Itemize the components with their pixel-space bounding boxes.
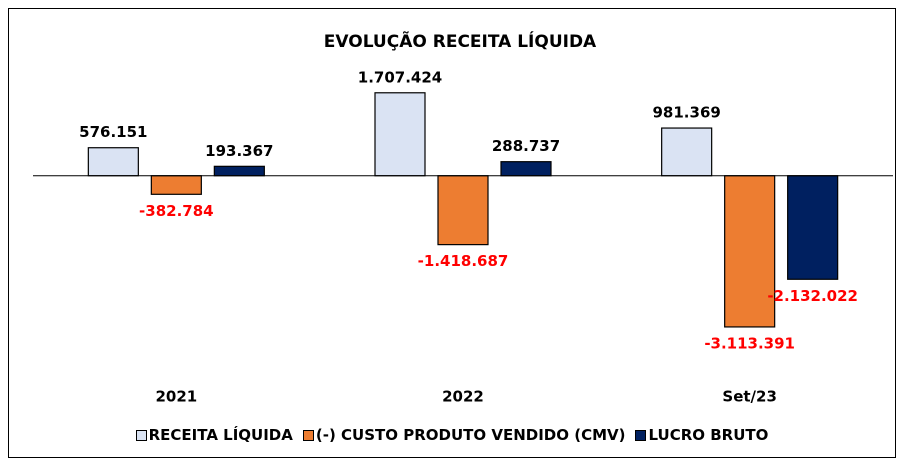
data-label: 193.367 bbox=[205, 142, 273, 160]
legend-item: LUCRO BRUTO bbox=[635, 426, 768, 444]
bar bbox=[437, 175, 489, 246]
data-label: 576.151 bbox=[79, 123, 147, 141]
x-tick-label: Set/23 bbox=[722, 388, 777, 406]
data-label: 981.369 bbox=[653, 104, 721, 122]
chart-frame bbox=[8, 8, 896, 458]
bar bbox=[661, 127, 713, 177]
legend-label: (-) CUSTO PRODUTO VENDIDO (CMV) bbox=[315, 426, 626, 444]
x-tick-label: 2021 bbox=[155, 388, 197, 406]
data-label: -382.784 bbox=[139, 202, 214, 220]
legend-label: LUCRO BRUTO bbox=[648, 426, 769, 444]
legend-item: (-) CUSTO PRODUTO VENDIDO (CMV) bbox=[302, 426, 626, 444]
legend-swatch bbox=[302, 429, 314, 441]
legend-item: RECEITA LÍQUIDA bbox=[135, 426, 293, 444]
legend: RECEITA LÍQUIDA (-) CUSTO PRODUTO VENDIDO… bbox=[0, 426, 904, 444]
bar bbox=[150, 175, 202, 195]
data-label: -1.418.687 bbox=[418, 252, 509, 270]
bar bbox=[787, 175, 839, 280]
legend-label: RECEITA LÍQUIDA bbox=[148, 426, 293, 444]
data-label: -3.113.391 bbox=[704, 334, 795, 352]
data-label: 288.737 bbox=[492, 137, 560, 155]
bar bbox=[374, 92, 426, 177]
legend-swatch bbox=[135, 429, 147, 441]
data-label: -2.132.022 bbox=[767, 287, 858, 305]
chart-title: EVOLUÇÃO RECEITA LÍQUIDA bbox=[324, 29, 597, 52]
bar bbox=[87, 147, 139, 177]
legend-swatch bbox=[635, 429, 647, 441]
bar bbox=[213, 165, 265, 177]
x-tick-label: 2022 bbox=[442, 388, 484, 406]
data-label: 1.707.424 bbox=[358, 68, 442, 86]
bar bbox=[500, 161, 552, 177]
